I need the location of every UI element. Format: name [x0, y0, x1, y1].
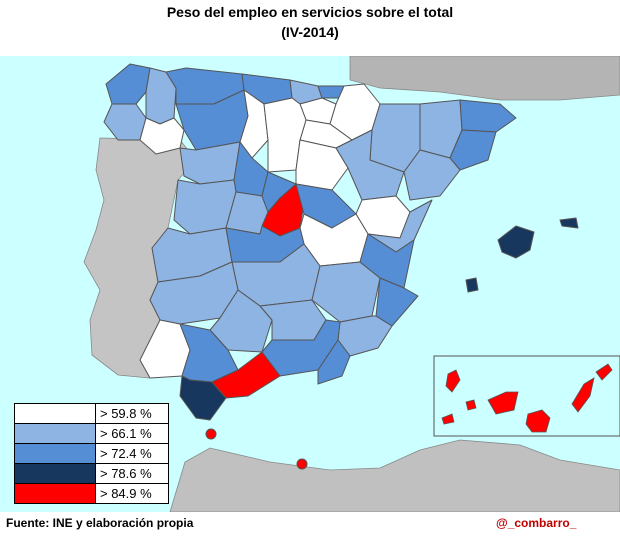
legend-swatch — [14, 423, 96, 444]
legend-label: > 78.6 % — [95, 463, 169, 484]
legend-label: > 72.4 % — [95, 443, 169, 464]
province-melilla — [296, 458, 308, 470]
legend-row: > 66.1 % — [14, 423, 169, 444]
province-baleares-menorca — [559, 217, 579, 229]
canary-islands-inset — [433, 355, 620, 437]
canary-la-gomera — [465, 399, 477, 411]
legend-row: > 59.8 % — [14, 403, 169, 424]
province-malaga — [211, 351, 281, 399]
legend-row: > 78.6 % — [14, 463, 169, 484]
legend-swatch — [14, 483, 96, 504]
spain-provinces — [103, 63, 579, 470]
legend: > 59.8 % > 66.1 % > 72.4 % > 78.6 % > 84.9 % — [14, 403, 169, 504]
legend-label: > 66.1 % — [95, 423, 169, 444]
legend-label: > 59.8 % — [95, 403, 169, 424]
legend-swatch — [14, 463, 96, 484]
legend-label: > 84.9 % — [95, 483, 169, 504]
spain-province-map — [0, 56, 620, 512]
province-ceuta — [205, 428, 217, 440]
africa-land — [169, 439, 620, 512]
canary-la-palma — [445, 369, 461, 393]
province-tarragona — [403, 149, 461, 201]
province-barcelona — [449, 129, 497, 171]
canary-tenerife — [487, 391, 519, 415]
province-baleares-ibiza — [465, 277, 479, 293]
province-ourense — [139, 117, 185, 155]
province-cadiz — [179, 375, 227, 421]
province-almeria — [317, 339, 351, 385]
canary-gran-canaria — [525, 409, 551, 433]
legend-row: > 84.9 % — [14, 483, 169, 504]
legend-swatch — [14, 403, 96, 424]
canary-fuerteventura — [571, 377, 595, 413]
canary-lanzarote — [595, 363, 613, 381]
canary-el-hierro — [441, 413, 455, 425]
province-baleares-mallorca — [497, 225, 535, 259]
source-note: Fuente: INE y elaboración propia — [6, 516, 194, 530]
map-subtitle: (IV-2014) — [281, 24, 339, 40]
province-alicante — [375, 277, 419, 327]
author-credit: @_combarro_ — [496, 516, 577, 530]
legend-swatch — [14, 443, 96, 464]
legend-row: > 72.4 % — [14, 443, 169, 464]
france-land — [349, 56, 620, 101]
province-girona — [459, 99, 517, 133]
map-title: Peso del empleo en servicios sobre el to… — [166, 4, 454, 20]
